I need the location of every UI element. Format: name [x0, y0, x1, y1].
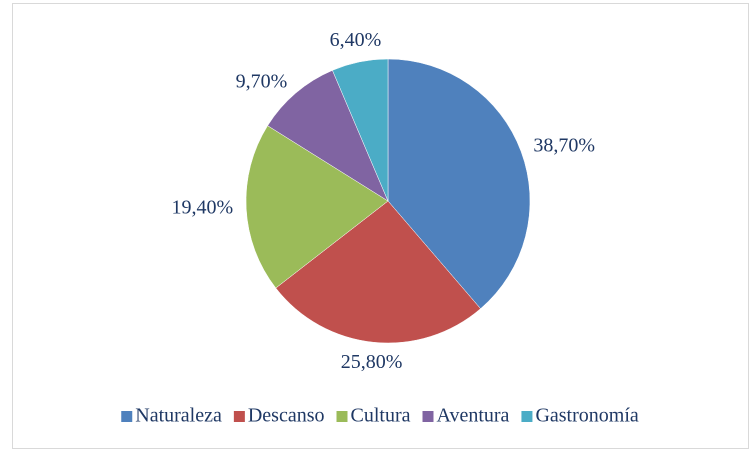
pie-slice [332, 58, 389, 202]
data-label: 19,40% [172, 196, 234, 218]
data-label: 25,80% [341, 351, 403, 373]
legend-label: Descanso [248, 405, 325, 427]
legend-swatch [422, 411, 434, 422]
data-label: 6,40% [330, 29, 382, 51]
legend-swatch [521, 411, 533, 422]
data-label: 9,70% [236, 71, 288, 93]
data-label: 38,70% [533, 135, 595, 157]
legend-label: Aventura [437, 405, 510, 427]
legend-swatch [336, 411, 348, 422]
pie-slice [267, 69, 389, 202]
legend-label: Naturaleza [135, 405, 222, 427]
pie-slice [387, 58, 531, 310]
legend: Naturaleza Descanso Cultura Aventura Gastron… [121, 405, 639, 427]
legend-label: Cultura [351, 405, 411, 427]
pie-slice [245, 125, 389, 289]
legend-label: Gastronomía [535, 405, 638, 427]
legend-swatch [121, 411, 133, 422]
legend-swatch [233, 411, 245, 422]
pie-slice [275, 200, 481, 344]
